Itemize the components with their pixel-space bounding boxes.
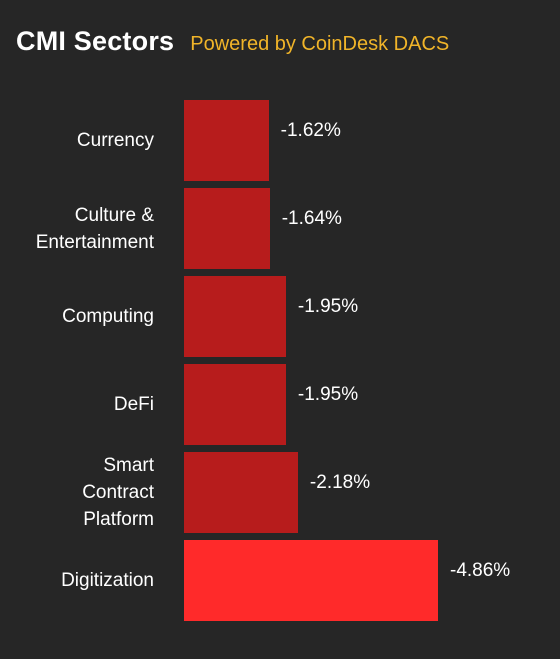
category-label: Culture & Entertainment (0, 188, 154, 269)
bar (184, 364, 286, 445)
bar (184, 540, 438, 621)
category-label: Computing (0, 276, 154, 357)
value-label: -4.86% (450, 560, 511, 581)
category-label-line: Culture & (74, 204, 154, 226)
category-label-line: Platform (83, 509, 154, 530)
category-label: Smart Contract Platform (0, 452, 154, 533)
value-label: -1.95% (297, 384, 359, 405)
category-label-line: Computing (62, 306, 154, 327)
category-label-line: DeFi (113, 394, 154, 415)
chart-subtitle: Powered by CoinDesk DACS (190, 33, 450, 55)
bar (184, 188, 270, 269)
category-label-line: Digitization (61, 570, 154, 591)
bar (184, 452, 298, 533)
category-label: Currency (0, 100, 154, 181)
category-label-line: Smart (103, 455, 154, 476)
value-label: -1.95% (297, 296, 359, 317)
chart-title: CMI Sectors (16, 26, 175, 56)
value-label: -2.18% (309, 472, 371, 493)
category-label-line: Entertainment (35, 231, 154, 253)
bar (184, 276, 286, 357)
category-label: DeFi (0, 364, 154, 445)
value-label: -1.64% (281, 208, 342, 229)
category-label-line: Contract (82, 482, 154, 503)
chart-header: CMI Sectors Powered by CoinDesk DACS (16, 26, 449, 66)
bar (184, 100, 269, 181)
category-label: Digitization (0, 540, 154, 621)
category-label-line: Currency (76, 130, 154, 151)
value-label: -1.62% (280, 120, 341, 141)
